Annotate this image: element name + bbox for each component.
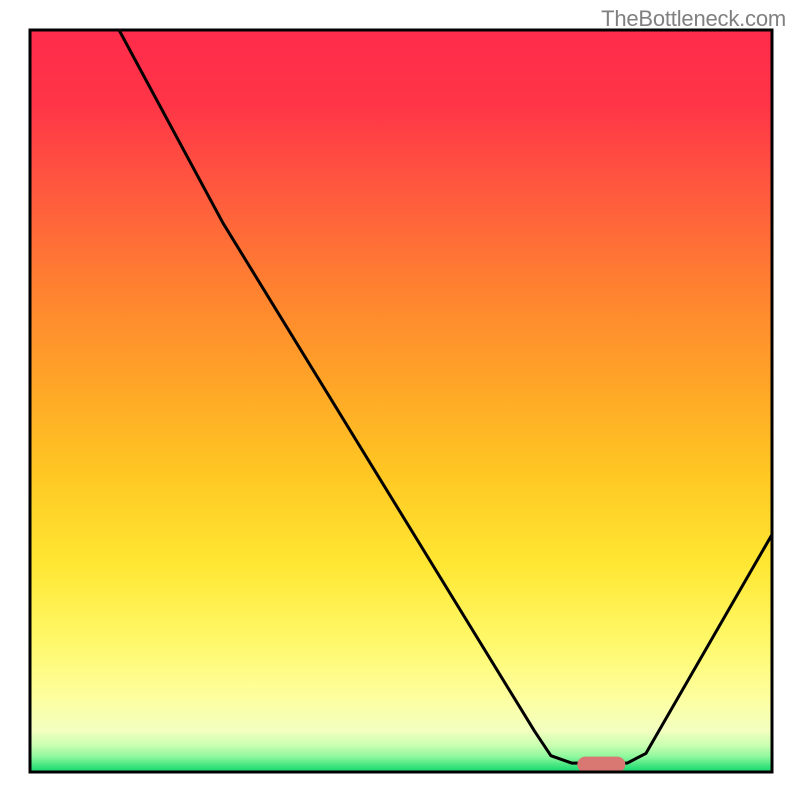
chart-svg [0,0,800,800]
sweet-spot-marker [577,757,625,773]
watermark-text: TheBottleneck.com [601,6,786,32]
chart-container: TheBottleneck.com [0,0,800,800]
plot-background [30,30,772,772]
